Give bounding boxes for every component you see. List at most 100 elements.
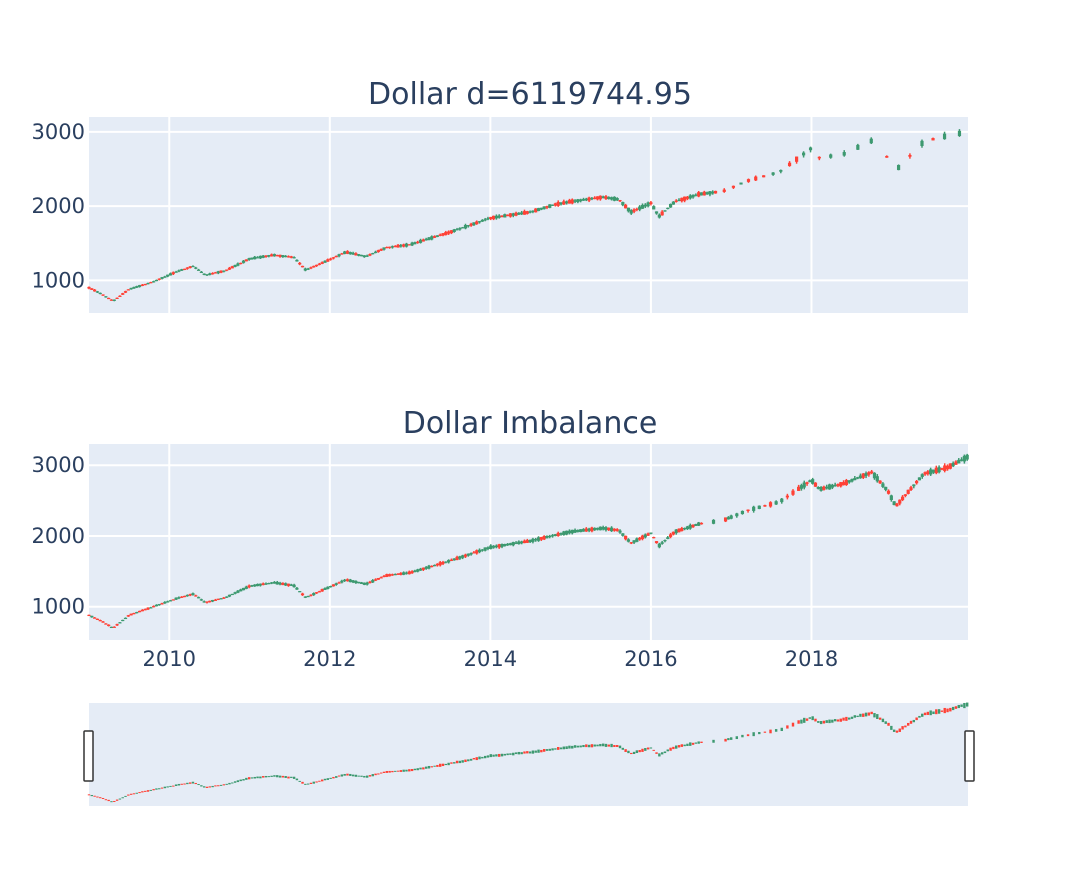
preview-candle bbox=[382, 771, 386, 773]
candle-body bbox=[461, 555, 465, 558]
candle-body bbox=[404, 572, 409, 574]
range-slider[interactable] bbox=[83, 702, 975, 806]
candle-body bbox=[388, 574, 392, 577]
candle-body bbox=[435, 235, 439, 237]
candle-body bbox=[211, 273, 215, 275]
y-axis-dollar: 1000 2000 3000 bbox=[32, 120, 85, 292]
preview-candle bbox=[604, 743, 608, 747]
candle-body bbox=[694, 524, 698, 526]
preview-candle bbox=[680, 744, 684, 747]
preview-candle bbox=[202, 786, 206, 788]
candle-body bbox=[458, 556, 462, 559]
candle-body bbox=[185, 594, 189, 597]
candle-body bbox=[112, 626, 116, 628]
preview-candle bbox=[214, 785, 217, 787]
preview-candle bbox=[727, 738, 730, 741]
candle-body bbox=[694, 194, 698, 196]
preview-candle bbox=[379, 772, 383, 774]
preview-candle bbox=[590, 744, 594, 748]
preview-candle bbox=[225, 783, 228, 785]
preview-candle bbox=[219, 784, 223, 786]
candle-body bbox=[95, 291, 100, 293]
preview-candle bbox=[811, 716, 814, 721]
preview-candle bbox=[641, 748, 644, 752]
candle-body bbox=[107, 624, 111, 627]
candle-body bbox=[343, 251, 347, 254]
candle-body bbox=[959, 459, 964, 461]
candle-body bbox=[185, 267, 189, 269]
candle-body bbox=[601, 527, 605, 530]
candle-body bbox=[962, 455, 966, 462]
candle-body bbox=[762, 175, 766, 178]
preview-candle bbox=[250, 777, 254, 779]
candle-body bbox=[438, 234, 442, 236]
preview-candle bbox=[677, 745, 681, 748]
preview-candle bbox=[822, 720, 826, 724]
preview-candle bbox=[915, 717, 918, 721]
preview-candle bbox=[475, 757, 478, 761]
preview-candle bbox=[887, 722, 890, 726]
preview-candle bbox=[99, 797, 102, 799]
candle-body bbox=[298, 591, 302, 593]
candle-body bbox=[604, 196, 608, 200]
candle-body bbox=[359, 582, 364, 584]
candle-body bbox=[494, 215, 498, 219]
candle-body bbox=[115, 624, 119, 626]
candle-body bbox=[746, 509, 750, 512]
candle-body bbox=[98, 620, 102, 622]
candle-body bbox=[629, 210, 633, 214]
candle-body bbox=[500, 543, 504, 547]
preview-candle bbox=[825, 720, 828, 723]
preview-candle bbox=[281, 775, 285, 778]
preview-candle bbox=[646, 747, 650, 750]
preview-candle bbox=[904, 725, 907, 728]
candle-body bbox=[590, 198, 594, 200]
preview-candle bbox=[965, 702, 969, 707]
candle-body bbox=[870, 471, 874, 474]
x-axis-dollar-imbalance: 2010 2012 2014 2016 2018 bbox=[143, 647, 839, 671]
candle-body bbox=[261, 583, 265, 586]
candle-body bbox=[522, 211, 527, 215]
preview-candle bbox=[607, 744, 610, 747]
candle-body bbox=[213, 599, 218, 601]
preview-candle bbox=[217, 785, 220, 787]
candle-body bbox=[861, 473, 865, 478]
candle-body bbox=[284, 255, 288, 258]
candle-body bbox=[317, 263, 321, 265]
candle-body bbox=[115, 297, 119, 299]
candle-body bbox=[480, 549, 484, 551]
candle-body bbox=[278, 254, 282, 257]
candle-body bbox=[942, 133, 947, 140]
candle-body bbox=[208, 273, 212, 275]
x-tick-label: 2018 bbox=[785, 647, 838, 671]
candle-body bbox=[171, 599, 175, 601]
preview-candle bbox=[545, 749, 549, 751]
candle-body bbox=[149, 607, 153, 609]
candle-body bbox=[281, 582, 285, 586]
candle-body bbox=[965, 454, 969, 460]
candle-body bbox=[525, 540, 529, 543]
candle-body bbox=[253, 584, 257, 587]
candle-body bbox=[270, 582, 274, 584]
range-slider-track[interactable] bbox=[89, 703, 968, 806]
candle-body bbox=[140, 609, 144, 612]
candle-body bbox=[298, 262, 302, 265]
candle-body bbox=[640, 535, 645, 540]
candle-body bbox=[542, 536, 546, 540]
candle-body bbox=[385, 247, 389, 249]
candle-body bbox=[233, 264, 237, 267]
preview-candle bbox=[712, 739, 715, 743]
candle-body bbox=[856, 144, 860, 150]
preview-candle bbox=[391, 770, 394, 773]
candle-body bbox=[396, 573, 400, 575]
preview-candle bbox=[926, 711, 930, 715]
plot-area-dollar[interactable] bbox=[89, 117, 968, 313]
preview-candle bbox=[582, 745, 585, 748]
candle-body bbox=[101, 294, 105, 296]
candle-body bbox=[348, 252, 352, 255]
range-slider-right-handle[interactable] bbox=[964, 730, 975, 782]
candle-body bbox=[680, 528, 684, 532]
preview-candle bbox=[422, 767, 425, 770]
preview-candle bbox=[309, 782, 313, 784]
range-slider-left-handle[interactable] bbox=[83, 730, 94, 782]
